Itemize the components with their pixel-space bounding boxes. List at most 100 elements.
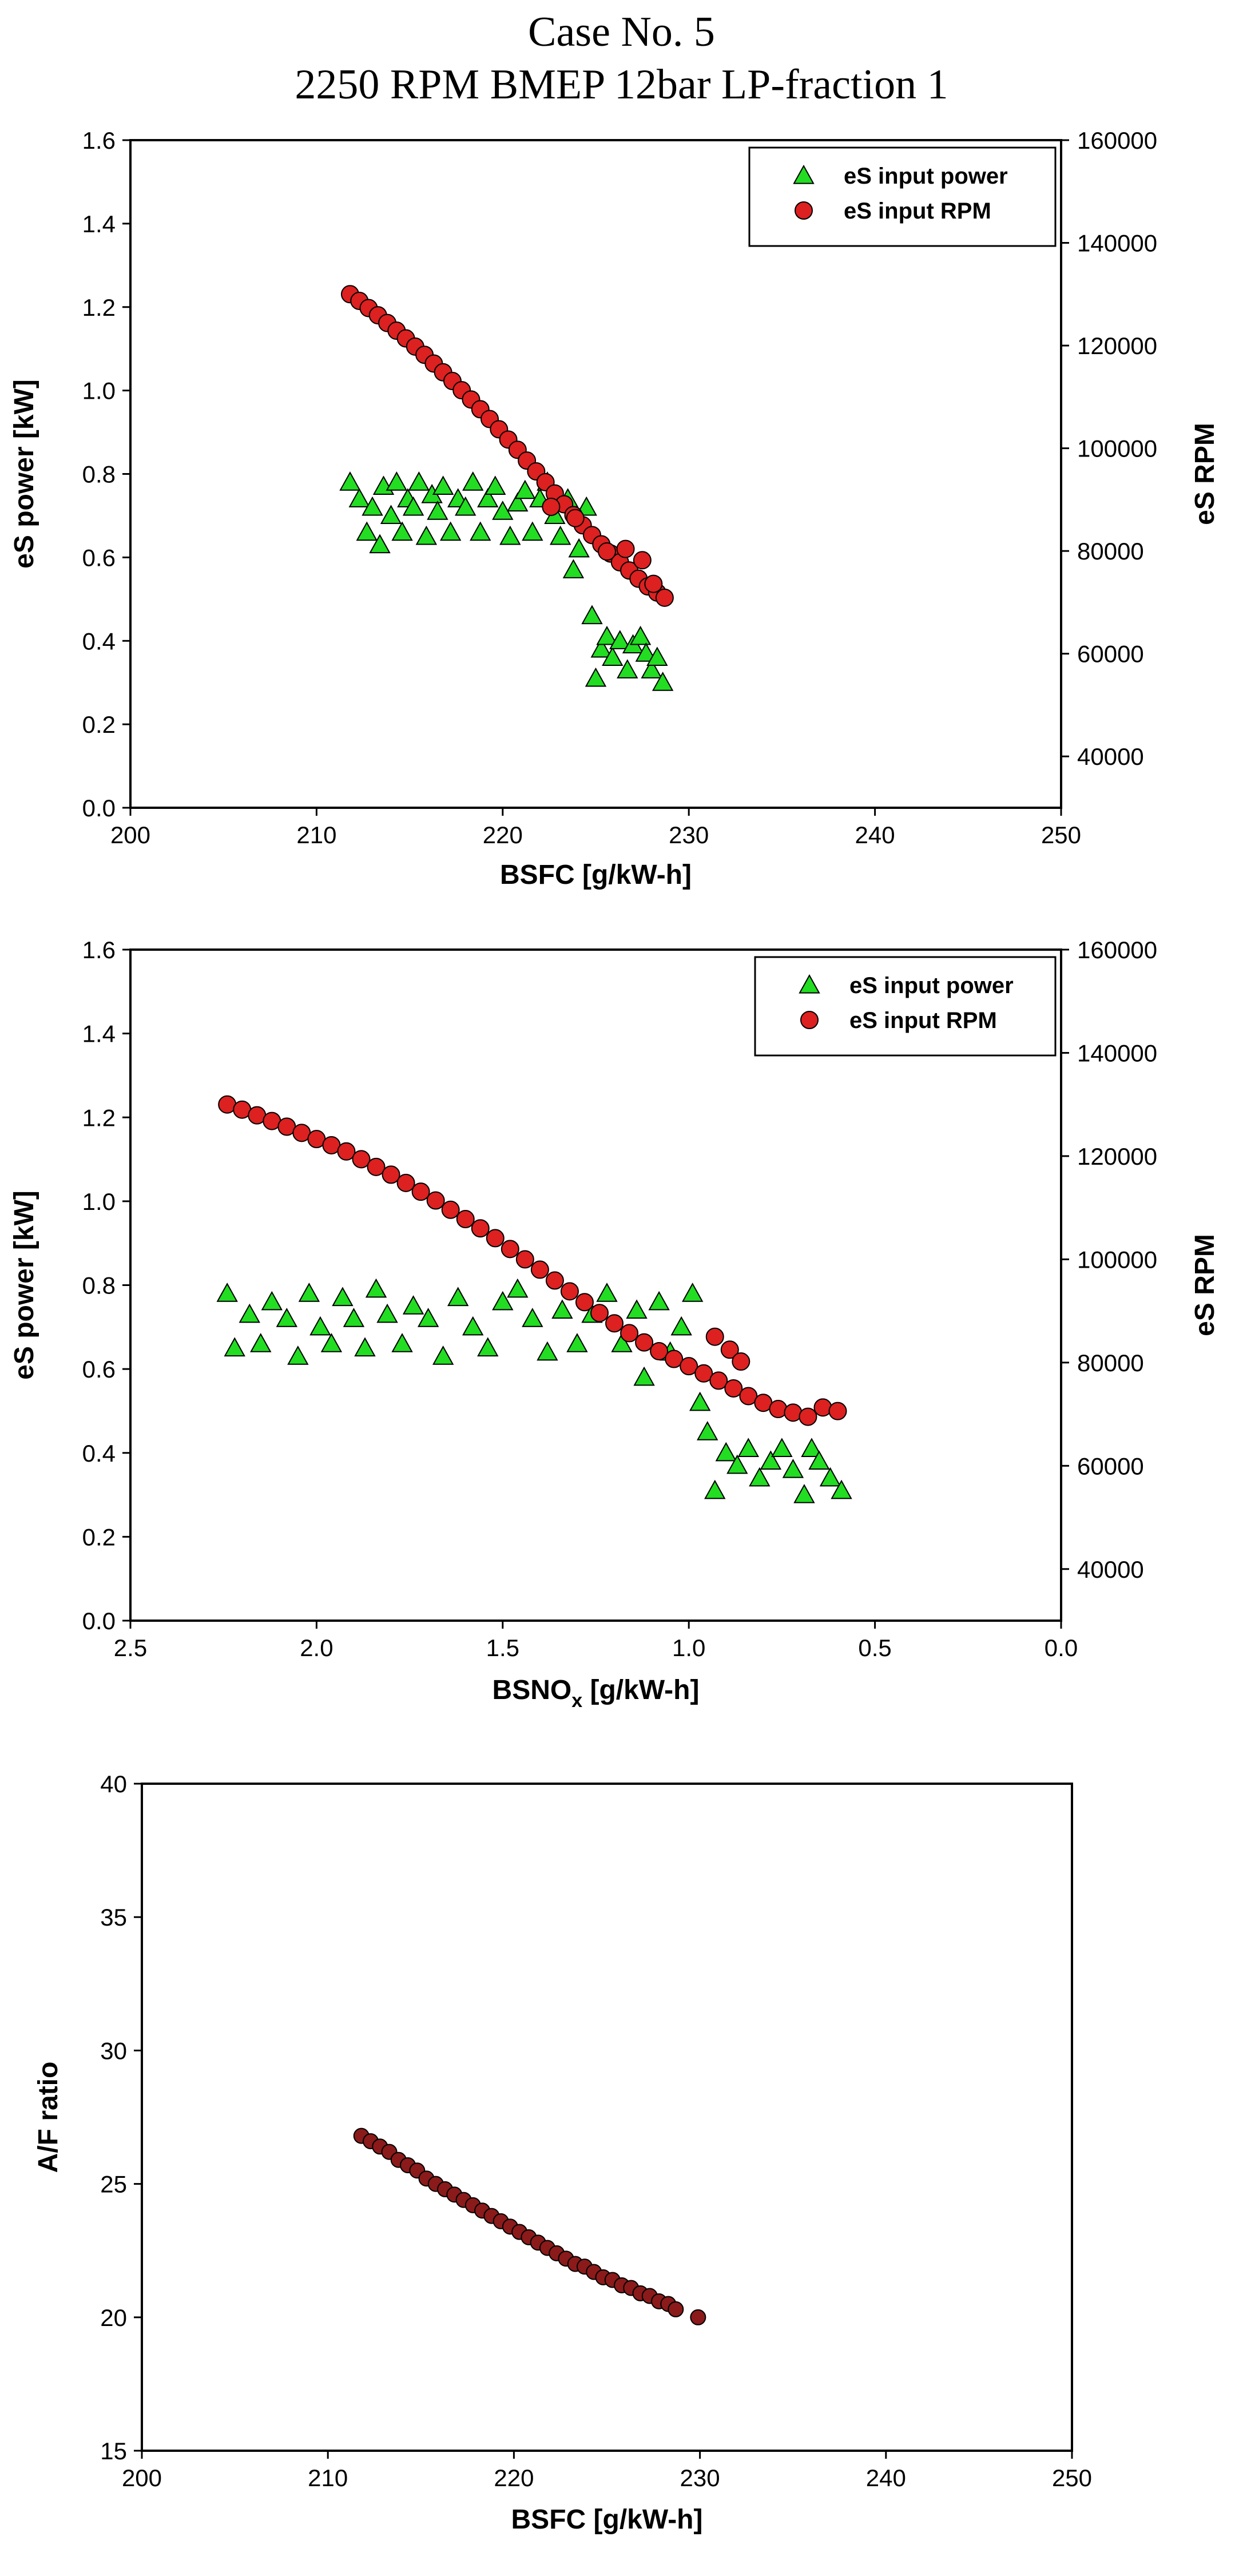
series-es-input-power xyxy=(216,1278,852,1503)
y-tick-label: 1.2 xyxy=(82,1104,116,1131)
power-point-51 xyxy=(831,1479,852,1499)
y-tick-label: 0.6 xyxy=(82,544,116,571)
legend-1: eS input power eS input RPM xyxy=(748,146,1057,247)
legend-power-point-0 xyxy=(793,164,815,184)
legend-label-rpm: eS input RPM xyxy=(849,1008,997,1033)
x-tick-label: 0.5 xyxy=(858,1634,891,1661)
power-point-24 xyxy=(499,525,521,545)
rpm-point-12 xyxy=(396,1173,415,1192)
legend-label-rpm: eS input RPM xyxy=(844,199,991,224)
rpm-point-44 xyxy=(732,1352,750,1371)
y2-tick-label: 100000 xyxy=(1077,435,1157,462)
series-es-input-power xyxy=(339,471,674,691)
power-point-39 xyxy=(596,625,618,645)
figure-title: Case No. 5 2250 RPM BMEP 12bar LP-fracti… xyxy=(0,6,1243,111)
x-tick-label: 2.5 xyxy=(114,1634,147,1661)
power-point-24 xyxy=(522,1308,543,1327)
rpm-point-43 xyxy=(720,1340,739,1359)
power-point-6 xyxy=(287,1345,309,1365)
power-point-10 xyxy=(332,1287,354,1307)
y-tick-label: 1.0 xyxy=(82,378,116,404)
power-point-27 xyxy=(566,1333,588,1352)
power-point-9 xyxy=(320,1333,343,1352)
x-tick-label: 220 xyxy=(483,821,523,848)
y-tick-label: 0.0 xyxy=(82,1607,116,1634)
y-tick-label: 1.6 xyxy=(82,936,116,963)
x-tick-label: 240 xyxy=(855,821,895,848)
y-tick-label: 0.2 xyxy=(82,711,116,738)
rpm-point-19 xyxy=(501,1240,519,1259)
x-tick-label: 230 xyxy=(680,2464,720,2491)
power-point-25 xyxy=(507,492,529,512)
y-axis-label-1: eS power [kW] xyxy=(9,379,39,569)
power-point-11 xyxy=(408,471,430,491)
power-point-19 xyxy=(462,471,484,491)
y2-tick-label: 100000 xyxy=(1077,1246,1157,1273)
legend-label-power: eS input power xyxy=(849,973,1014,998)
power-point-1 xyxy=(224,1337,245,1357)
rpm-point-33 xyxy=(709,1371,728,1390)
x-tick-label: 0.0 xyxy=(1045,1634,1078,1661)
x-tick-label: 240 xyxy=(866,2464,906,2491)
x-tick-label: 250 xyxy=(1041,821,1081,848)
y2-tick-label: 80000 xyxy=(1077,538,1144,565)
legend-box xyxy=(748,146,1057,247)
power-point-2 xyxy=(239,1303,260,1323)
power-point-21 xyxy=(477,488,499,507)
rpm-point-20 xyxy=(515,1250,534,1269)
rpm-point-35 xyxy=(598,542,617,561)
power-point-50 xyxy=(819,1467,841,1487)
power-point-16 xyxy=(402,1295,424,1315)
power-point-10 xyxy=(402,496,424,516)
power-point-3 xyxy=(250,1333,272,1352)
x-tick-label: 210 xyxy=(296,821,336,848)
power-point-13 xyxy=(365,1278,387,1298)
x-tick-label: 2.0 xyxy=(300,1634,333,1661)
y-tick-label: 25 xyxy=(100,2171,127,2198)
rpm-point-17 xyxy=(471,1219,490,1238)
y-tick-label: 30 xyxy=(100,2037,127,2064)
power-point-36 xyxy=(581,605,603,625)
y-tick-label: 40 xyxy=(100,1771,127,1797)
rpm-point-37 xyxy=(633,551,652,570)
y-tick-label: 15 xyxy=(100,2438,127,2464)
power-point-30 xyxy=(611,1333,633,1352)
power-point-8 xyxy=(309,1316,331,1336)
rpm-point-21 xyxy=(530,1260,549,1279)
rpm-point-22 xyxy=(545,1271,564,1290)
rpm-point-24 xyxy=(575,1293,594,1312)
power-point-49 xyxy=(808,1450,830,1470)
power-point-41 xyxy=(609,630,631,649)
power-point-1 xyxy=(348,488,370,507)
power-point-8 xyxy=(391,521,413,541)
rpm-point-34 xyxy=(655,588,674,607)
x-axis-label-1: BSFC [g/kW-h] xyxy=(500,860,692,890)
legend-label-power: eS input power xyxy=(844,164,1008,189)
power-point-23 xyxy=(507,1278,529,1298)
power-point-36 xyxy=(682,1283,704,1302)
power-point-7 xyxy=(386,471,408,491)
power-point-38 xyxy=(590,638,612,658)
power-point-15 xyxy=(391,1333,413,1352)
plot-frame-3 xyxy=(141,1783,1073,2452)
y-tick-label: 1.4 xyxy=(82,1021,116,1047)
y-tick-label: 35 xyxy=(100,1904,127,1931)
power-point-31 xyxy=(549,525,571,545)
rpm-point-40 xyxy=(542,497,561,516)
power-point-2 xyxy=(356,521,378,541)
rpm-point-18 xyxy=(486,1229,505,1248)
power-point-12 xyxy=(354,1337,376,1357)
y2-tick-label: 140000 xyxy=(1077,230,1157,257)
y2-tick-label: 80000 xyxy=(1077,1349,1144,1376)
power-point-0 xyxy=(339,471,361,491)
series-es-input-rpm xyxy=(218,1095,847,1426)
power-point-44 xyxy=(760,1450,782,1470)
y-axis-label-2: eS power [kW] xyxy=(9,1190,39,1380)
power-point-45 xyxy=(771,1438,793,1458)
legend-box xyxy=(754,956,1057,1057)
rpm-point-27 xyxy=(620,1324,639,1343)
af-point-35 xyxy=(690,2309,706,2325)
power-point-39 xyxy=(704,1479,726,1499)
legend-rpm-point-0 xyxy=(795,201,813,220)
